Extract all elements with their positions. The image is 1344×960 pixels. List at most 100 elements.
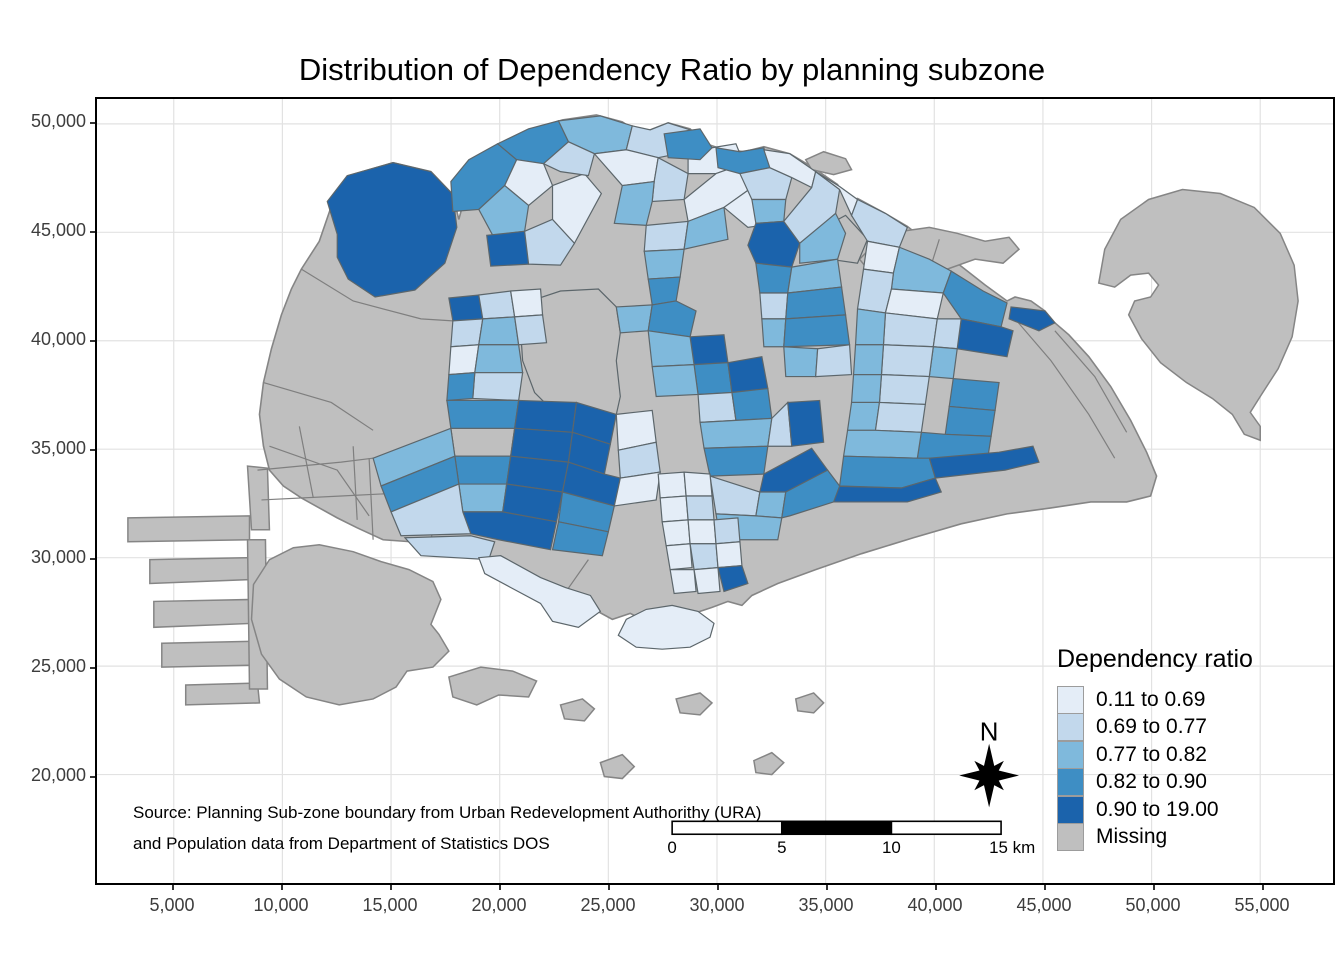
subzone-c2 (759, 292, 789, 320)
subzone-c1 (687, 519, 717, 545)
map-panel: N 0 5 10 15 km (95, 97, 1335, 885)
subzone-c4 (783, 314, 851, 348)
subzone-c3 (474, 344, 524, 374)
subzone-c4 (693, 362, 733, 396)
island-missing (675, 692, 714, 716)
subzone-c4 (731, 387, 773, 421)
subzone-c2 (815, 344, 853, 378)
scale-bar-label: 5 (777, 838, 786, 857)
subzone-c5 (448, 294, 484, 322)
island-missing (1097, 188, 1299, 442)
subzone-c1 (477, 555, 602, 628)
y-axis-tick (90, 667, 95, 669)
subzone-c3 (850, 373, 883, 404)
subzone-c4 (703, 445, 769, 477)
subzone-c4 (454, 455, 512, 485)
subzone-c5 (1008, 306, 1056, 332)
x-axis-tick-label: 50,000 (1125, 895, 1181, 915)
subzone-c3 (755, 491, 787, 519)
x-axis-tick (608, 885, 610, 890)
subzone-c1 (613, 471, 661, 507)
subzone-c4 (785, 286, 847, 320)
subzone-c4 (647, 300, 697, 338)
subzone-c2 (450, 318, 484, 348)
subzone-c4 (446, 371, 476, 402)
subzone-c1 (617, 604, 715, 650)
scale-bar-segment (780, 820, 893, 836)
subzone-c3 (852, 344, 885, 376)
subzone-c3 (647, 330, 695, 368)
island-missing (184, 682, 261, 706)
subzone-c2 (523, 218, 576, 266)
y-axis-tick (90, 776, 95, 778)
subzone-c4 (944, 405, 996, 437)
y-axis-tick-label: 25,000 (30, 656, 86, 676)
island-missing (447, 666, 538, 706)
x-axis-tick-label: 55,000 (1234, 895, 1290, 915)
island-missing (246, 465, 271, 531)
subzone-c3 (615, 304, 653, 334)
subzone-c2 (880, 344, 934, 378)
x-axis-tick-label: 30,000 (689, 895, 745, 915)
subzone-c3 (751, 198, 787, 224)
island-missing (559, 698, 596, 722)
y-axis-tick-label: 40,000 (30, 329, 86, 349)
subzone-c5 (717, 564, 749, 593)
subzone-boundary-line (269, 445, 370, 517)
subzone-c3 (613, 180, 655, 226)
island-missing (153, 598, 255, 629)
subzone-c1 (661, 519, 691, 547)
island-missing (161, 640, 257, 668)
x-axis-tick-label: 35,000 (798, 895, 854, 915)
island-missing (127, 515, 251, 543)
subzone-c3 (842, 429, 923, 459)
subzone-c1 (683, 471, 713, 497)
y-axis-tick (90, 558, 95, 560)
x-axis-tick (499, 885, 501, 890)
north-arrow-icon (974, 760, 1004, 791)
y-axis-tick (90, 340, 95, 342)
subzone-c2 (403, 535, 496, 561)
subzone-c2 (685, 495, 715, 521)
subzone-missing (520, 288, 621, 425)
scale-bar-label: 15 km (989, 838, 1035, 857)
subzone-c4 (755, 262, 793, 294)
island-missing (753, 751, 785, 776)
y-axis-tick-label: 45,000 (30, 220, 86, 240)
subzone-c3 (854, 308, 887, 346)
subzone-c2 (874, 401, 927, 433)
x-axis-tick-label: 15,000 (362, 895, 418, 915)
subzone-boundary-line (1054, 330, 1128, 433)
x-axis-tick (826, 885, 828, 890)
subzone-c1 (448, 344, 480, 376)
subzone-boundary-line (352, 446, 358, 520)
subzone-c5 (486, 230, 530, 267)
y-axis-tick-label: 20,000 (30, 765, 86, 785)
choropleth-map[interactable]: N 0 5 10 15 km (97, 99, 1333, 883)
scale-bar-label: 0 (667, 838, 676, 857)
subzone-c4 (663, 128, 713, 161)
subzone-c1 (657, 471, 687, 499)
subzone-c1 (715, 541, 743, 569)
subzone-c5 (787, 399, 825, 447)
x-axis-tick (1044, 885, 1046, 890)
subzone-c1 (693, 566, 721, 595)
subzone-c2 (390, 483, 472, 537)
subzone-c5 (727, 355, 769, 394)
chart-title: Distribution of Dependency Ratio by plan… (298, 52, 1046, 87)
subzone-c2 (643, 220, 689, 252)
y-axis-tick (90, 449, 95, 451)
subzone-boundary-line (368, 458, 374, 540)
subzone-c3 (699, 417, 773, 449)
subzone-c5 (513, 399, 578, 433)
x-axis-tick (717, 885, 719, 890)
subzone-c2 (882, 312, 938, 348)
subzone-c3 (651, 364, 699, 398)
y-axis-tick (90, 122, 95, 124)
x-axis-tick-label: 20,000 (471, 895, 527, 915)
x-axis-tick-label: 10,000 (253, 895, 309, 915)
subzone-c5 (326, 162, 458, 298)
subzone-c2 (713, 517, 741, 545)
y-axis-tick-label: 30,000 (30, 547, 86, 567)
